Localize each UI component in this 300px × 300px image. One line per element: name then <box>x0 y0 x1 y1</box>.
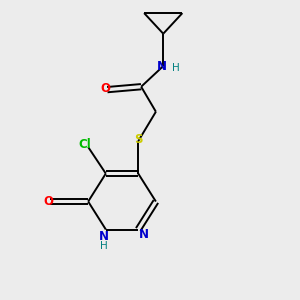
Text: O: O <box>101 82 111 95</box>
Text: N: N <box>99 230 110 243</box>
Text: S: S <box>134 133 142 146</box>
Text: N: N <box>139 228 148 241</box>
Text: H: H <box>100 241 108 251</box>
Text: H: H <box>172 63 179 74</box>
Text: Cl: Cl <box>79 138 92 151</box>
Text: N: N <box>157 60 167 73</box>
Text: O: O <box>44 195 53 208</box>
